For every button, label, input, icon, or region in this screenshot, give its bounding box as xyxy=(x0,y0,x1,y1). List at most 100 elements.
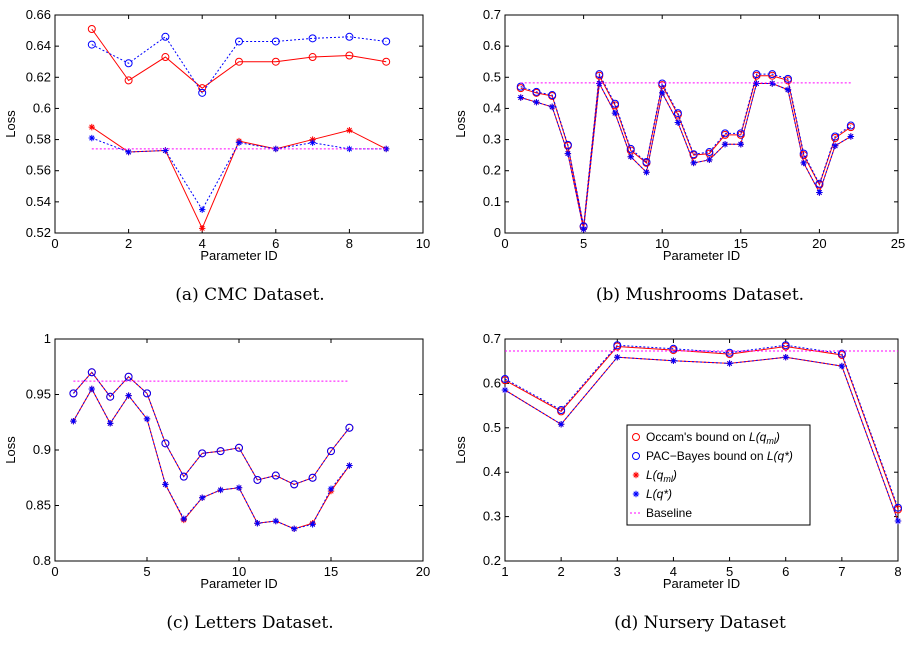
series-3 xyxy=(70,385,353,533)
y-tick-label: 0.6 xyxy=(483,375,501,390)
data-point-circle xyxy=(382,57,391,66)
data-point-star xyxy=(501,386,509,394)
y-tick-label: 0.6 xyxy=(483,38,501,53)
series-line xyxy=(91,137,387,211)
legend-subscript: ml xyxy=(663,474,673,484)
y-tick-label: 0.5 xyxy=(483,420,501,435)
series-1 xyxy=(516,70,855,231)
series-line xyxy=(520,81,852,230)
x-tick-label: 6 xyxy=(782,564,789,579)
data-point-star xyxy=(162,147,169,154)
legend-marker-circle xyxy=(632,452,640,460)
data-point-circle xyxy=(669,344,678,353)
x-tick-label: 3 xyxy=(614,564,621,579)
data-point-star xyxy=(291,525,298,533)
series-line xyxy=(73,371,350,485)
data-point-circle xyxy=(161,32,170,41)
data-point-star xyxy=(690,159,697,167)
x-tick-label: 8 xyxy=(894,564,901,579)
data-point-circle xyxy=(501,374,509,383)
x-tick-label: 20 xyxy=(812,236,826,251)
series-line xyxy=(520,72,852,227)
data-point-star xyxy=(564,150,572,157)
data-point-star xyxy=(309,521,316,528)
y-tick-label: 0.58 xyxy=(26,132,51,147)
data-point-star xyxy=(670,357,677,364)
data-point-star xyxy=(557,421,565,428)
data-point-star xyxy=(737,141,744,148)
data-point-star xyxy=(199,494,206,501)
data-point-star xyxy=(162,481,169,488)
data-point-circle xyxy=(308,53,317,62)
legend-label: PAC−Bayes bound on L(q*) xyxy=(646,449,793,463)
data-point-circle xyxy=(253,475,262,484)
data-point-star xyxy=(627,153,634,160)
data-point-circle xyxy=(781,341,790,350)
series-line xyxy=(91,36,387,94)
y-tick-label: 0.1 xyxy=(483,194,501,209)
x-tick-label: 1 xyxy=(501,564,508,579)
x-axis-label: Parameter ID xyxy=(663,248,740,263)
data-point-circle xyxy=(642,157,651,166)
data-point-circle xyxy=(235,37,243,46)
data-point-star xyxy=(309,139,316,146)
legend-marker-circle xyxy=(632,433,640,441)
data-point-circle xyxy=(87,25,96,34)
y-tick-label: 0.56 xyxy=(26,163,51,178)
data-point-circle xyxy=(161,439,170,448)
data-point-circle xyxy=(532,87,541,96)
x-tick-label: 0 xyxy=(501,236,508,251)
axes-box xyxy=(504,14,899,234)
x-axis-label: Parameter ID xyxy=(200,248,277,263)
data-point-star xyxy=(816,189,823,196)
data-point-star xyxy=(272,517,279,525)
data-point-circle xyxy=(768,70,777,79)
data-point-circle xyxy=(124,372,133,381)
data-point-star xyxy=(726,360,733,367)
legend-text: Baseline xyxy=(646,506,692,520)
series-line xyxy=(504,346,899,510)
data-point-circle xyxy=(752,70,761,79)
legend-entry: PAC−Bayes bound on L(q*) xyxy=(632,449,793,463)
panel-caption: (d) Nursery Dataset xyxy=(614,613,786,633)
data-point-circle xyxy=(198,84,207,93)
y-tick-label: 0.52 xyxy=(26,225,51,240)
data-point-circle xyxy=(143,389,151,398)
data-point-circle xyxy=(179,472,188,481)
data-point-star xyxy=(143,415,151,423)
y-tick-label: 0.9 xyxy=(33,442,51,457)
data-point-star xyxy=(659,89,666,97)
data-point-star xyxy=(721,141,729,148)
data-point-circle xyxy=(345,423,354,432)
data-point-star xyxy=(643,169,650,176)
y-tick-label: 1 xyxy=(44,331,51,346)
data-point-circle xyxy=(799,149,808,158)
panel-caption: (c) Letters Dataset. xyxy=(166,613,333,633)
y-tick-label: 0.62 xyxy=(26,69,51,84)
legend-text: PAC−Bayes bound on xyxy=(646,449,767,463)
data-point-circle xyxy=(271,57,280,66)
x-tick-label: 6 xyxy=(272,236,279,251)
y-tick-label: 0.2 xyxy=(483,163,501,178)
data-point-star xyxy=(346,127,353,134)
chart-panel-1: 0 2 4 6 8 10 0.52 0.54 0.56 0.58 0.6 0.62 0.64 0.66 Pa… xyxy=(3,7,430,305)
chart-panel-4: 1 2 3 4 5 6 7 8 0.2 0.3 0.4 0.5 0.6 0.7 Parameter ID Lo… xyxy=(453,331,902,633)
data-point-circle xyxy=(106,392,115,401)
x-tick-label: 25 xyxy=(891,236,905,251)
series-3 xyxy=(88,134,390,213)
x-axis-label: Parameter ID xyxy=(200,576,277,591)
data-point-star xyxy=(782,354,789,361)
panel-caption: (a) CMC Dataset. xyxy=(175,285,324,305)
y-axis-label: Loss xyxy=(453,110,468,138)
data-point-star xyxy=(769,80,776,87)
data-point-circle xyxy=(345,51,354,60)
data-point-star xyxy=(235,484,243,491)
x-tick-label: 15 xyxy=(324,564,338,579)
x-tick-label: 10 xyxy=(416,236,430,251)
y-axis-label: Loss xyxy=(453,436,468,464)
data-point-star xyxy=(199,206,206,213)
series-3 xyxy=(501,354,902,525)
data-point-star xyxy=(894,517,902,525)
data-point-circle xyxy=(894,503,902,512)
